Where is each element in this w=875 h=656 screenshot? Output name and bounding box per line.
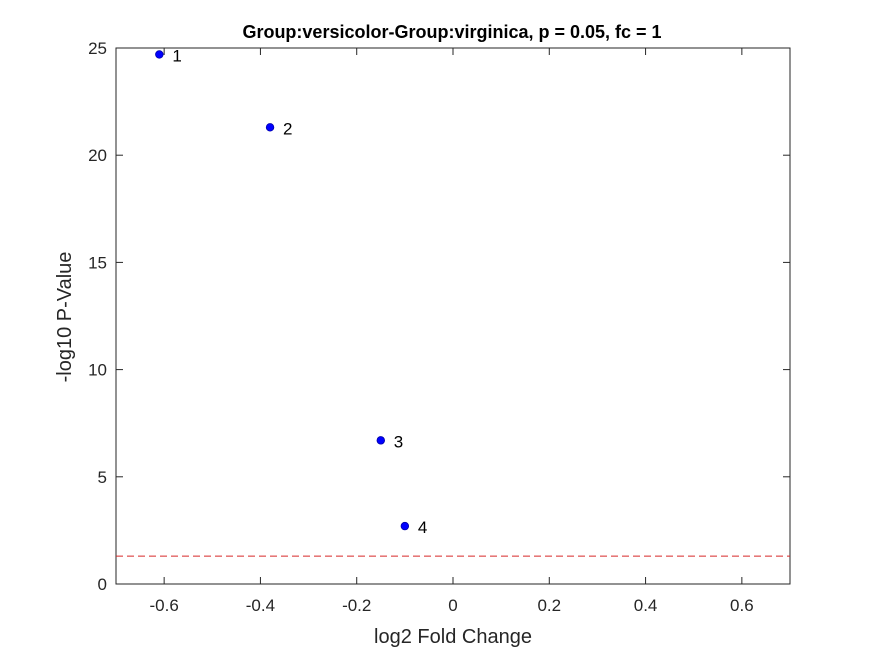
x-tick-label: -0.4 (246, 596, 275, 615)
x-tick-label: 0.6 (730, 596, 754, 615)
x-tick-label: -0.6 (149, 596, 178, 615)
data-point (155, 50, 164, 59)
x-axis-title: log2 Fold Change (374, 626, 532, 648)
y-tick-label: 0 (98, 575, 107, 594)
y-tick-label: 10 (88, 361, 107, 380)
x-tick-label: 0 (448, 596, 457, 615)
data-point-label: 2 (283, 119, 292, 138)
data-point-label: 4 (418, 518, 427, 537)
data-point (400, 521, 410, 531)
data-point-label: 1 (172, 46, 181, 65)
data-point (265, 123, 275, 132)
x-tick-label: 0.4 (634, 596, 658, 615)
data-point-label: 3 (394, 432, 403, 451)
x-tick-label: 0.2 (537, 596, 561, 615)
x-tick-label: -0.2 (342, 596, 371, 615)
plot-area: -0.6 -0.4 -0.2 0 0.2 0.4 0.6 0 5 10 15 20 25 1 2 3 4 (88, 39, 791, 615)
chart-title: Group:versicolor-Group:virginica, p = 0.… (242, 22, 661, 42)
y-tick-label: 25 (88, 39, 107, 58)
data-point (376, 436, 385, 445)
y-tick-label: 5 (98, 468, 107, 487)
y-axis-title: -log10 P-Value (54, 252, 76, 383)
y-tick-label: 15 (88, 253, 107, 272)
y-tick-label: 20 (88, 146, 107, 165)
